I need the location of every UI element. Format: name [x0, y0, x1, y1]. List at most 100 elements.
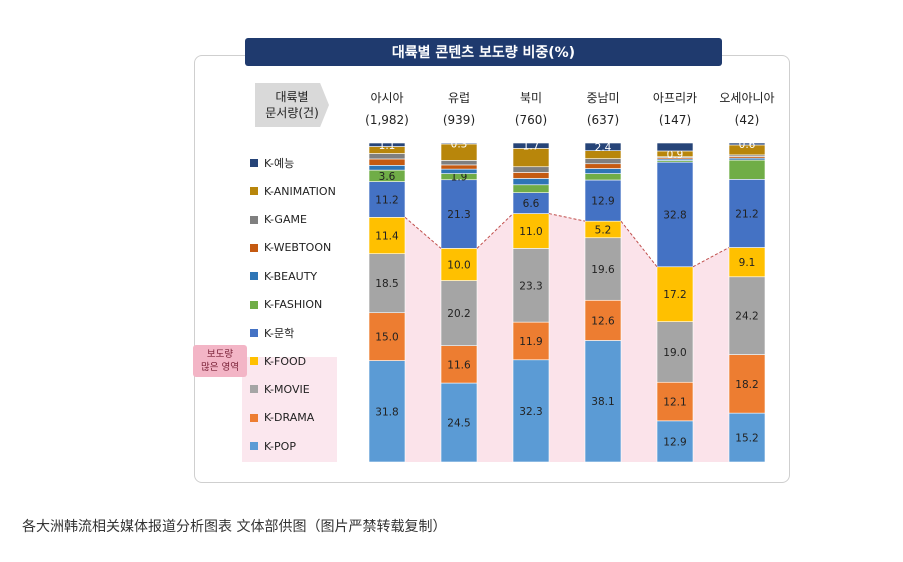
bar-segment [512, 184, 550, 193]
legend-item: K-MOVIE [250, 381, 310, 397]
bar-segment [440, 168, 478, 174]
legend-item: K-FOOD [250, 353, 306, 369]
legend-swatch [250, 159, 258, 167]
legend-swatch [250, 243, 258, 252]
data-label: 1.7 [523, 141, 540, 153]
category-name: 아프리카 [652, 91, 698, 105]
highlight-fill [405, 217, 441, 462]
category-count: (1,982) [365, 113, 409, 127]
bar-segment [584, 163, 622, 169]
legend-swatch [250, 413, 258, 422]
bar-segment [368, 158, 406, 166]
category-count: (42) [734, 113, 760, 127]
row-header-label: 대륙별 문서량(건) [255, 83, 329, 127]
bar-segment [584, 299, 622, 341]
category-header: 북미 (760) [491, 87, 571, 131]
bar-segment [368, 142, 406, 147]
bar-segment [728, 142, 766, 146]
legend-label: K-ANIMATION [264, 184, 336, 198]
data-label: 17.2 [663, 289, 686, 301]
data-label: 12.1 [663, 397, 686, 409]
category-header: 유럽 (939) [419, 87, 499, 131]
data-label: 18.5 [375, 278, 398, 290]
category-name: 유럽 [447, 91, 471, 105]
bar-segment [512, 142, 550, 149]
bar-segment [368, 181, 406, 218]
data-label: 21.2 [735, 208, 758, 220]
highlight-callout: 보도량 많은 영역 [193, 345, 247, 377]
bar-segment [656, 321, 694, 383]
legend-swatch [250, 187, 258, 196]
callout-line-2: 많은 영역 [201, 362, 239, 373]
data-label: 11.4 [375, 231, 399, 243]
legend-label: K-GAME [264, 213, 307, 227]
data-label: 24.2 [735, 311, 758, 323]
bar-segment [368, 165, 406, 171]
data-label: 32.3 [519, 406, 542, 418]
highlight-fill [621, 221, 657, 462]
data-label: 6.6 [523, 198, 540, 210]
legend-item: K-ANIMATION [250, 183, 336, 199]
bar-segment [440, 280, 478, 346]
category-name: 오세아니아 [719, 91, 775, 105]
data-label: 24.5 [447, 418, 470, 430]
bar-segment [368, 153, 406, 160]
legend-swatch [250, 357, 258, 366]
data-label: 12.6 [591, 315, 615, 327]
legend-item: K-GAME [250, 212, 307, 228]
bar-segment [728, 159, 766, 180]
bar-segment [584, 142, 622, 151]
legend-label: K-FOOD [264, 354, 307, 368]
bar-segment [656, 266, 694, 322]
bar-segment [368, 312, 406, 361]
bar-segment [440, 382, 478, 463]
data-label: 2.4 [595, 142, 612, 154]
bar-segment [512, 359, 550, 463]
category-count: (760) [514, 113, 548, 127]
data-label: 12.9 [591, 196, 614, 208]
data-label: 3.6 [379, 171, 396, 183]
category-header: 중남미 (637) [563, 87, 643, 131]
image-caption: 各大洲韩流相关媒体报道分析图表 文体部供图（图片严禁转载复制） [22, 519, 447, 535]
highlight-dashed-line [404, 213, 730, 268]
data-label: 15.2 [735, 433, 758, 445]
data-label: 23.3 [519, 280, 542, 292]
highlight-fill [693, 247, 729, 462]
bar-segment [368, 360, 406, 463]
legend-label: K-문학 [264, 326, 295, 340]
bar-segment [584, 179, 622, 222]
category-name: 북미 [519, 91, 543, 105]
data-label: 15.0 [375, 332, 398, 344]
legend-swatch [250, 442, 258, 450]
legend-item: K-DRAMA [250, 410, 314, 426]
data-label: 18.2 [735, 379, 758, 391]
bar-segment [440, 345, 478, 384]
bar-segment [512, 178, 550, 186]
bar-segment [440, 248, 478, 281]
legend-item: K-BEAUTY [250, 268, 317, 284]
data-label: 12.9 [663, 436, 686, 448]
bar-segment [512, 166, 550, 173]
data-label: 21.3 [447, 209, 470, 221]
data-label: 0.6 [739, 139, 756, 151]
data-label: 0.9 [667, 149, 684, 161]
header-label-line-1: 대륙별 [275, 90, 309, 104]
bar-segment [440, 179, 478, 249]
legend-swatch [250, 385, 258, 394]
data-label: 31.8 [375, 406, 398, 418]
bar-segment [728, 179, 766, 248]
legend-label: K-MOVIE [264, 382, 310, 396]
bar-segment [368, 253, 406, 314]
legend-item: K-WEBTOON [250, 240, 331, 256]
bar-segment [656, 381, 694, 422]
callout-line-1: 보도량 [206, 349, 234, 360]
legend-label: K-DRAMA [264, 411, 315, 425]
bar-segment [584, 168, 622, 174]
legend-label: K-FASHION [264, 298, 323, 311]
category-count: (147) [658, 113, 692, 127]
legend-item: K-문학 [250, 325, 294, 341]
data-label: 32.8 [663, 209, 686, 221]
category-header: 아시아 (1,982) [347, 87, 427, 131]
data-label: 0.3 [451, 138, 468, 150]
data-label: 11.0 [519, 226, 542, 238]
